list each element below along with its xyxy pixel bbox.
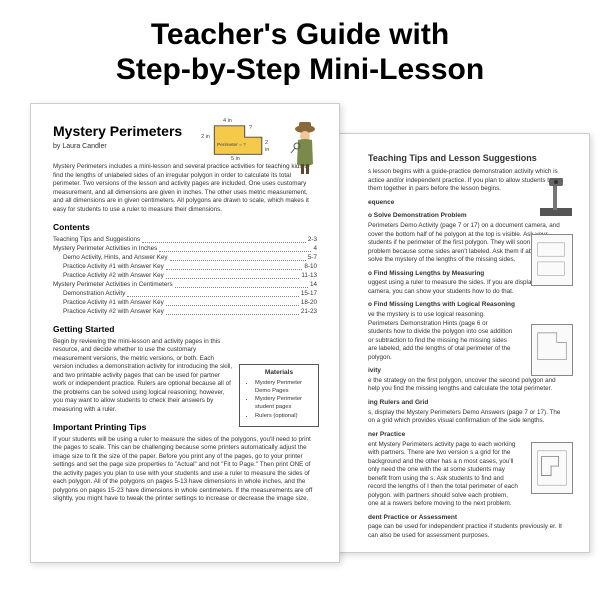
dim-rside: 2 in: [265, 140, 269, 155]
s7-label: dent Practice or Assessment: [368, 514, 567, 523]
right-heading: Teaching Tips and Lesson Suggestions: [368, 152, 567, 164]
printing-text: If your students will be using a ruler t…: [53, 436, 317, 504]
materials-box: Materials Mystery Perimeter Demo PagesMy…: [239, 364, 319, 427]
materials-list: Mystery Perimeter Demo PagesMystery Peri…: [245, 380, 313, 421]
toc-line: Practice Activity #2 with Answer Key11-1…: [53, 272, 317, 281]
document-camera-icon: [537, 176, 575, 218]
toc-line: Practice Activity #1 with Answer Key18-2…: [53, 299, 317, 308]
s3-label: o Find Missing Lengths with Logical Reas…: [368, 301, 567, 310]
getting-started-text: Begin by reviewing the mini-lesson and a…: [53, 338, 233, 415]
toc-line: Demonstration Activity15-17: [53, 290, 317, 299]
dim-top: 4 in: [223, 118, 232, 125]
s6-text: ent Mystery Perimeters activity page to …: [368, 441, 518, 509]
s7-text: page can be used for independent practic…: [368, 523, 567, 540]
demo-figure-1: [531, 234, 573, 286]
toc-line: Mystery Perimeter Activities in Centimet…: [53, 281, 317, 290]
toc-line: Mystery Perimeter Activities in Inches4: [53, 245, 317, 254]
l-shape-icon: 4 in 2 in ? 2 in Perimeter = ? 5 in: [209, 122, 269, 160]
dim-bottom: 5 in: [231, 156, 240, 163]
header-graphic: 4 in 2 in ? 2 in Perimeter = ? 5 in: [201, 118, 321, 174]
pages-container: Teaching Tips and Lesson Suggestions s l…: [0, 91, 600, 581]
contents-label: Contents: [53, 222, 317, 233]
dim-peri: Perimeter = ?: [217, 143, 246, 149]
title-line-1: Teacher's Guide with: [10, 18, 590, 53]
main-title: Teacher's Guide with Step-by-Step Mini-L…: [0, 0, 600, 91]
getting-started-label: Getting Started: [53, 324, 317, 335]
detective-icon: [289, 120, 321, 176]
toc: Teaching Tips and Suggestions2-3Mystery …: [53, 236, 317, 317]
materials-item: Mystery Perimeter Demo Pages: [255, 380, 313, 396]
title-line-2: Step-by-Step Mini-Lesson: [10, 53, 590, 88]
materials-title: Materials: [245, 369, 313, 378]
s5-label: ing Rulers and Grid: [368, 399, 567, 408]
dim-left: 2 in: [201, 134, 210, 141]
s6-label: ner Practice: [368, 431, 567, 440]
materials-item: Mystery Perimeter student pages: [255, 396, 313, 412]
page-left: Mystery Perimeters by Laura Candler 4 in…: [30, 103, 340, 563]
dim-q: ?: [249, 125, 252, 132]
toc-line: Practice Activity #2 with Answer Key21-2…: [53, 308, 317, 317]
materials-item: Rulers (optional): [255, 413, 313, 421]
demo-figure-3: [531, 442, 573, 494]
toc-line: Demo Activity, Hints, and Answer Key5-7: [53, 254, 317, 263]
demo-figure-2: [531, 324, 573, 376]
toc-line: Teaching Tips and Suggestions2-3: [53, 236, 317, 245]
toc-line: Practice Activity #1 with Answer Key8-10: [53, 263, 317, 272]
page-right: Teaching Tips and Lesson Suggestions s l…: [300, 133, 590, 553]
s3-text: ve the mystery is to use logical reasoni…: [368, 311, 513, 362]
s4-text: e the strategy on the first polygon, unc…: [368, 377, 567, 394]
s5-text: s, display the Mystery Perimeters Demo A…: [368, 409, 567, 426]
